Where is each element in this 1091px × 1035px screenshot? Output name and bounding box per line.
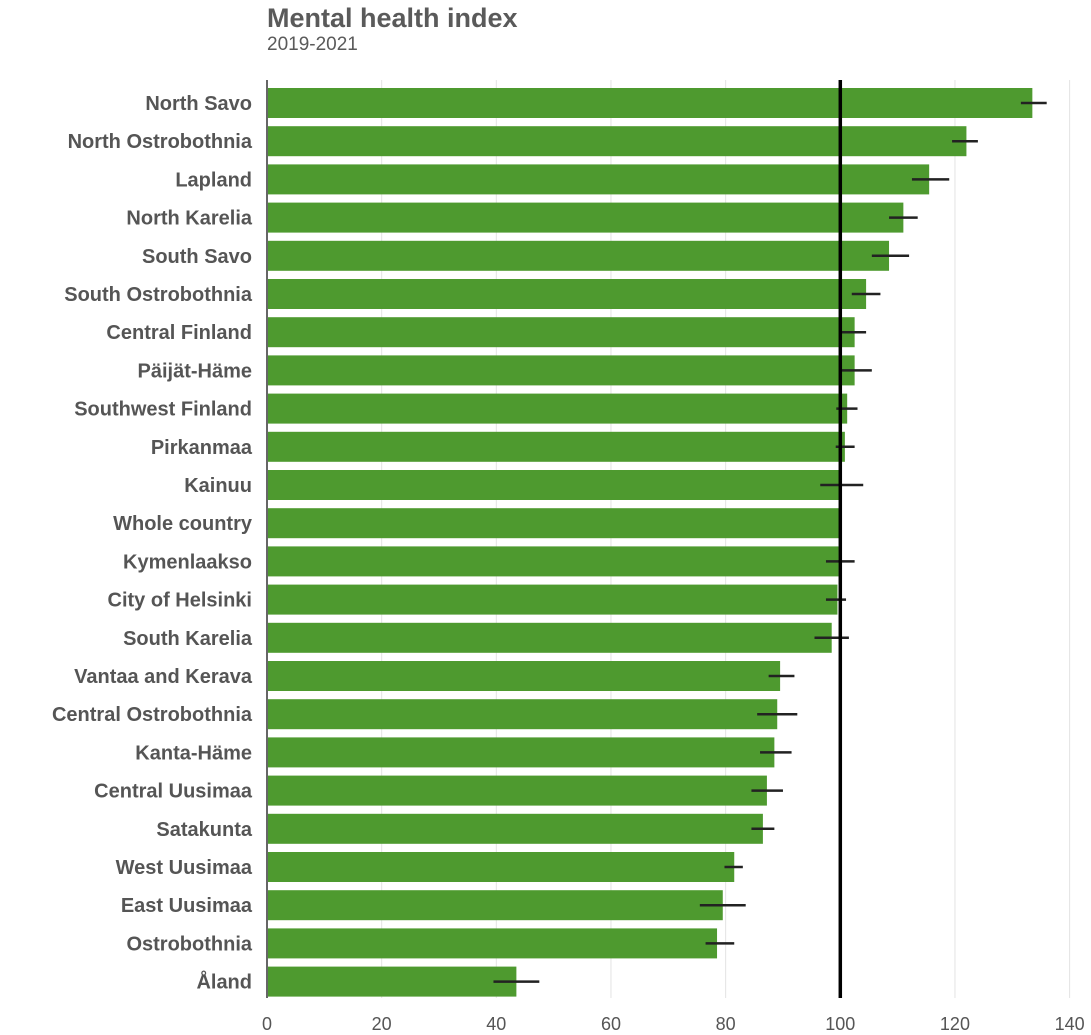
category-label: Åland — [196, 970, 252, 994]
chart-title: Mental health index — [267, 3, 518, 33]
category-label: Central Uusimaa — [94, 781, 253, 803]
x-tick-label: 80 — [716, 1014, 736, 1034]
category-label: South Savo — [142, 246, 252, 268]
bar — [267, 584, 838, 615]
bar — [267, 622, 832, 653]
category-label: Central Finland — [106, 322, 252, 344]
category-label: North Karelia — [126, 208, 252, 230]
category-label: Southwest Finland — [74, 399, 252, 421]
bar — [267, 699, 778, 730]
category-label: Ostrobothnia — [126, 933, 252, 955]
x-tick-label: 20 — [372, 1014, 392, 1034]
category-label: Pirkanmaa — [151, 437, 253, 459]
bar — [267, 470, 841, 500]
category-label: South Karelia — [123, 628, 253, 650]
category-label: West Uusimaa — [116, 857, 253, 879]
x-tick-label: 140 — [1055, 1014, 1085, 1034]
category-label: Kainuu — [184, 475, 252, 497]
category-label: Whole country — [113, 513, 253, 535]
bar — [267, 431, 845, 462]
title-block: Mental health index 2019-2021 — [267, 2, 518, 56]
category-label: Kymenlaakso — [123, 551, 252, 573]
bar — [267, 317, 855, 348]
bar — [267, 240, 890, 271]
category-label: City of Helsinki — [108, 590, 252, 612]
bar — [267, 126, 967, 157]
x-tick-label: 120 — [940, 1014, 970, 1034]
category-label: Lapland — [175, 169, 252, 191]
bar — [267, 928, 718, 959]
bar — [267, 852, 735, 882]
chart-subtitle: 2019-2021 — [267, 34, 358, 55]
bar — [267, 737, 775, 768]
x-tick-label: 40 — [486, 1014, 506, 1034]
bar — [267, 813, 763, 844]
x-tick-label: 60 — [601, 1014, 621, 1034]
bar — [267, 279, 867, 309]
bar — [267, 508, 841, 539]
bar — [267, 355, 855, 386]
bar — [267, 775, 767, 806]
bar — [267, 393, 848, 424]
bar — [267, 202, 904, 233]
category-label: Satakunta — [156, 819, 252, 841]
category-label: Vantaa and Kerava — [74, 666, 253, 688]
x-tick-label: 100 — [825, 1014, 855, 1034]
category-label: Kanta-Häme — [135, 742, 252, 764]
bar — [267, 88, 1033, 118]
category-label: Päijät-Häme — [138, 360, 253, 382]
x-tick-label: 0 — [262, 1014, 272, 1034]
bar — [267, 546, 839, 577]
bar — [267, 966, 517, 997]
category-label: East Uusimaa — [121, 895, 253, 917]
category-label: North Savo — [145, 93, 252, 115]
bar — [267, 890, 723, 921]
bar — [267, 164, 930, 195]
bar — [267, 661, 781, 691]
category-label: Central Ostrobothnia — [52, 704, 253, 726]
category-label: North Ostrobothnia — [68, 131, 253, 153]
category-label: South Ostrobothnia — [64, 284, 253, 306]
